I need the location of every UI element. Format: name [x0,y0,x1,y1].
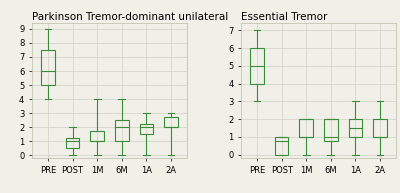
Text: Essential Tremor: Essential Tremor [241,12,328,22]
Text: Parkinson Tremor-dominant unilateral: Parkinson Tremor-dominant unilateral [32,12,228,22]
